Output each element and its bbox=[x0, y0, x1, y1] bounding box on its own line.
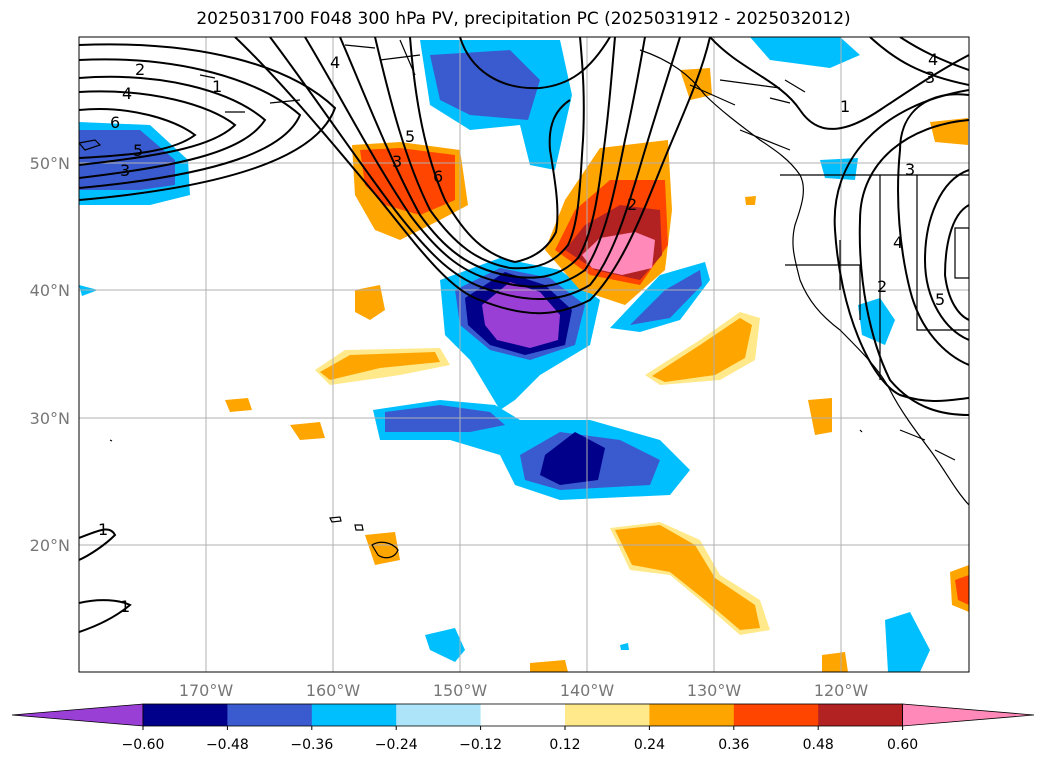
lat-label-50n: 50°N bbox=[30, 154, 70, 173]
colorbar-tick-label: 0.12 bbox=[549, 737, 580, 753]
latitude-labels: 50°N 40°N 30°N 20°N bbox=[30, 154, 70, 555]
colorbar-segment bbox=[649, 704, 735, 726]
pv-contours bbox=[79, 37, 969, 633]
contour-label: 5 bbox=[133, 141, 143, 160]
negative-anomaly-shading bbox=[79, 37, 930, 672]
colorbar-tick-label: −0.48 bbox=[206, 737, 249, 753]
contour-label: 6 bbox=[110, 113, 120, 132]
contour-label: 3 bbox=[120, 161, 130, 180]
contour-label: 1 bbox=[120, 597, 130, 616]
colorbar-tick-label: −0.60 bbox=[122, 737, 165, 753]
colorbar-segment bbox=[565, 704, 650, 726]
lon-label-160w: 160°W bbox=[306, 681, 361, 700]
lon-label-170w: 170°W bbox=[179, 681, 234, 700]
colorbar-segment bbox=[227, 704, 313, 726]
map-area: 2 4 6 5 3 1 4 5 3 6 2 3 4 2 5 3 1 1 1 4 bbox=[79, 37, 969, 672]
contour-label: 5 bbox=[405, 127, 415, 146]
contour-label: 4 bbox=[893, 233, 903, 252]
colorbar-tick-label: 0.24 bbox=[634, 737, 665, 753]
contour-label: 3 bbox=[905, 160, 915, 179]
colorbar-outline bbox=[142, 703, 903, 727]
contour-label: 1 bbox=[98, 520, 108, 539]
lat-label-20n: 20°N bbox=[30, 536, 70, 555]
lon-label-130w: 130°W bbox=[687, 681, 742, 700]
map-title: 2025031700 F048 300 hPa PV, precipitatio… bbox=[196, 9, 851, 29]
lon-label-120w: 120°W bbox=[814, 681, 869, 700]
colorbar-segment bbox=[733, 704, 819, 726]
contour-label: 6 bbox=[433, 167, 443, 186]
positive-anomaly-shading bbox=[225, 68, 969, 672]
colorbar-segment bbox=[818, 704, 904, 726]
colorbar-tick-label: 0.48 bbox=[803, 737, 834, 753]
contour-label: 4 bbox=[928, 50, 938, 69]
contour-label: 3 bbox=[925, 68, 935, 87]
colorbar-segment bbox=[311, 704, 397, 726]
contour-label: 5 bbox=[935, 290, 945, 309]
contour-label: 2 bbox=[877, 277, 887, 296]
lat-label-40n: 40°N bbox=[30, 281, 70, 300]
contour-label: 1 bbox=[212, 77, 222, 96]
contour-label: 3 bbox=[392, 152, 402, 171]
contour-label: 2 bbox=[135, 60, 145, 79]
colorbar-tick-label: −0.24 bbox=[375, 737, 418, 753]
colorbar-tick-label: 0.60 bbox=[887, 737, 918, 753]
colorbar-segment bbox=[143, 704, 228, 726]
contour-label: 1 bbox=[840, 97, 850, 116]
colorbar-segment bbox=[480, 704, 566, 726]
colorbar-segment bbox=[11, 703, 144, 727]
coastlines bbox=[79, 39, 969, 559]
contour-label: 4 bbox=[330, 53, 340, 72]
lon-label-140w: 140°W bbox=[560, 681, 615, 700]
contour-label: 2 bbox=[627, 195, 637, 214]
map-frame bbox=[78, 36, 970, 673]
colorbar-tick-label: −0.36 bbox=[290, 737, 333, 753]
colorbar-segment bbox=[902, 703, 1035, 727]
lon-label-150w: 150°W bbox=[433, 681, 488, 700]
colorbar-segment bbox=[396, 704, 482, 726]
lat-label-30n: 30°N bbox=[30, 409, 70, 428]
longitude-labels: 170°W 160°W 150°W 140°W 130°W 120°W bbox=[179, 681, 869, 700]
colorbar bbox=[11, 703, 1035, 727]
colorbar-tick-label: 0.36 bbox=[718, 737, 749, 753]
colorbar-ticks: −0.60 −0.48 −0.36 −0.24 −0.12 0.12 0.24 0.36 0.4… bbox=[122, 726, 918, 753]
contour-labels: 2 4 6 5 3 1 4 5 3 6 2 3 4 2 5 3 1 1 1 4 bbox=[98, 50, 945, 616]
contour-label: 4 bbox=[122, 84, 132, 103]
colorbar-tick-label: −0.12 bbox=[459, 737, 502, 753]
